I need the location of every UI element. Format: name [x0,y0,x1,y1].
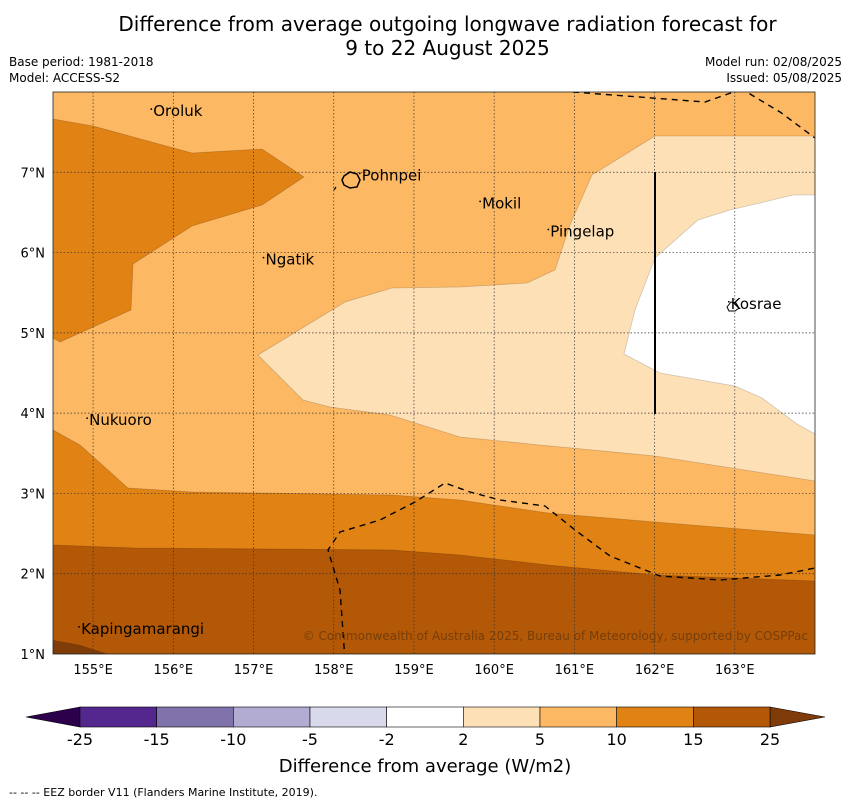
lat-tick-label: 1°N [21,648,46,663]
colorbar-tick-label: 5 [535,730,545,749]
place-marker [262,256,265,259]
lat-tick-label: 6°N [21,247,46,262]
colorbar: -25 -15 -10 -5 -2 2 5 10 15 25 [25,706,826,749]
band-10-15-northwest [53,119,304,342]
issued-date: Issued: 05/08/2025 [726,71,842,85]
colorbar-segment [156,706,234,728]
band-2-5-east [258,136,815,481]
pohnpei-island-outline [341,171,361,189]
lat-tick-label: 2°N [21,568,46,583]
colorbar-tick-label: -15 [144,730,170,749]
colorbar-tick-label: 2 [458,730,468,749]
band-gt-25-corner [53,640,108,654]
map-frame [52,91,816,655]
model-name: Model: ACCESS-S2 [9,71,121,85]
eez-border-south [327,482,815,654]
pohnpei-atoll-mark [333,186,337,191]
lon-tick-label: 155°E [73,663,113,678]
colorbar-segment [616,706,694,728]
model-run: Model run: 02/08/2025 [704,55,842,69]
kosrae-island-outline [726,301,740,312]
place-label: Kosrae [731,295,782,313]
title-line-1: Difference from average outgoing longwav… [118,12,777,36]
place-label: Nukuoro [89,411,152,429]
colorbar-extend-min [25,706,81,728]
lon-tick-label: 160°E [474,663,514,678]
place-label: Oroluk [153,102,202,120]
eez-legend-footer: -- -- -- EEZ border V11 (Flanders Marine… [9,786,318,799]
lon-tick-label: 157°E [234,663,274,678]
contour-lines [53,118,815,582]
lat-tick-label: 5°N [21,327,46,342]
colorbar-label: Difference from average (W/m2) [279,756,571,777]
colorbar-tick-label: -5 [302,730,318,749]
title-line-2: 9 to 22 August 2025 [345,36,550,60]
eez-borders [327,92,815,654]
lon-tick-label: 159°E [394,663,434,678]
colorbar-segment [79,706,157,728]
lat-tick-label: 3°N [21,487,46,502]
lon-tick-label: 163°E [715,663,755,678]
latitude-labels: 1°N 2°N 3°N 4°N 5°N 6°N 7°N [21,166,46,663]
colorbar-tick-label: -10 [220,730,246,749]
place-marker [727,300,730,303]
place-marker [150,108,153,110]
lon-tick-label: 161°E [555,663,595,678]
eez-border-northeast [745,92,815,139]
colorbar-extend-max [769,706,826,728]
map-plot-area: Oroluk Pohnpei Mokil Pingelap Ngatik Kosrae Nu… [53,92,815,654]
band-neutral-kosrae [624,195,815,434]
place-label: Pingelap [550,223,614,241]
lon-tick-label: 156°E [154,663,194,678]
colorbar-segment [463,706,541,728]
lat-tick-label: 7°N [21,166,46,181]
place-marker [547,228,550,231]
place-marker [358,172,361,175]
place-label: Mokil [482,194,521,212]
place-label: Kapingamarangi [81,620,204,638]
colorbar-segment [309,706,387,728]
place-label: Pohnpei [362,166,422,184]
place-marker [78,626,80,628]
colorbar-tick-label: -25 [67,730,93,749]
place-labels: Oroluk Pohnpei Mokil Pingelap Ngatik Kosrae Nu… [78,102,781,638]
colorbar-tick-label: 25 [760,730,780,749]
eez-border-north [572,92,736,103]
gridlines [53,92,815,654]
place-label: Ngatik [266,251,315,269]
colorbar-segment [233,706,311,728]
band-15-25-south [53,545,815,654]
longitude-labels: 155°E 156°E 157°E 158°E 159°E 160°E 161°E 162°E… [73,663,754,678]
lon-tick-label: 162°E [635,663,675,678]
colorbar-tick-label: 15 [683,730,703,749]
colorbar-segment [386,706,464,728]
copyright-notice: © Commonwealth of Australia 2025, Bureau… [303,629,808,643]
colorbar-segment [693,706,771,728]
meta-right: Model run: 02/08/2025 Issued: 05/08/2025 [705,54,842,86]
colorbar-tick-label: 10 [606,730,626,749]
colorbar-tick-label: -2 [379,730,395,749]
lon-tick-label: 158°E [314,663,354,678]
meta-left: Base period: 1981-2018 Model: ACCESS-S2 [9,54,154,86]
place-marker [479,200,482,203]
map-title: Difference from average outgoing longwav… [0,12,850,60]
place-marker [86,417,88,420]
colorbar-segment [539,706,617,728]
base-period: Base period: 1981-2018 [9,55,154,69]
lat-tick-label: 4°N [21,407,46,422]
